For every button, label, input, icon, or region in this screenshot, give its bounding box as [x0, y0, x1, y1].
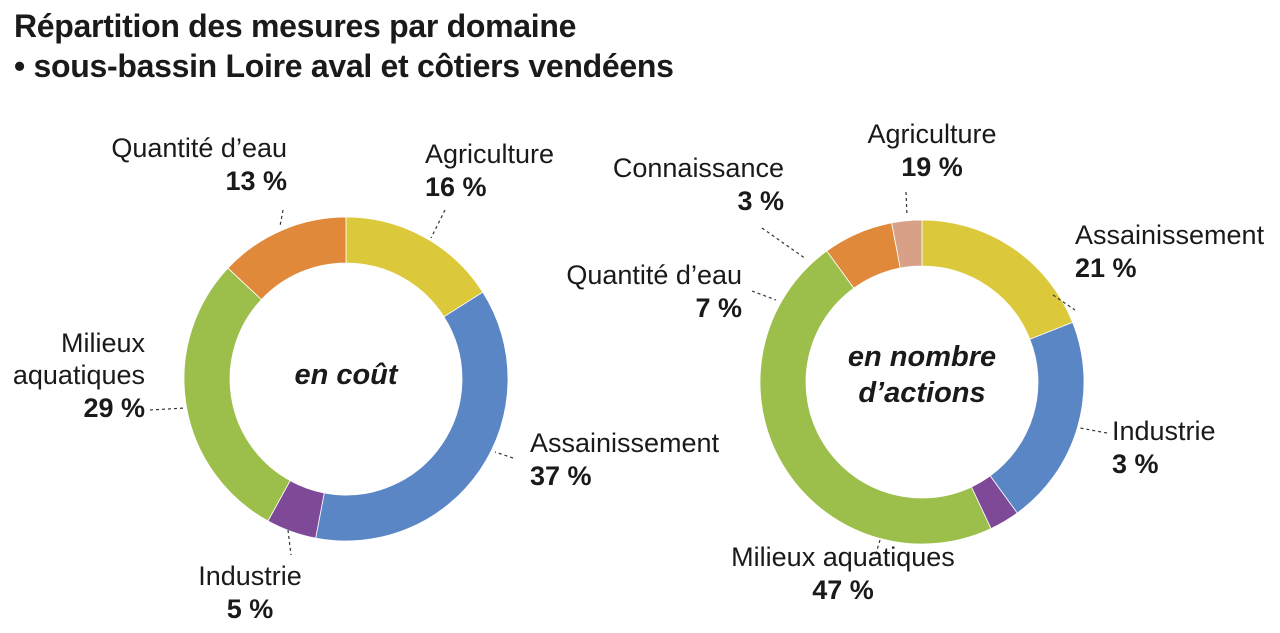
- slice-assainissement: [989, 321, 1085, 514]
- label-value-milieux: 47 %: [812, 575, 874, 605]
- label-name-agriculture: Agriculture: [425, 139, 554, 169]
- leader-line-agriculture: [430, 209, 446, 239]
- chart-title: Répartition des mesures par domaine • so…: [14, 6, 674, 86]
- leader-line-industrie: [287, 529, 292, 556]
- label-name-assainissement: Assainissement: [530, 428, 720, 458]
- title-line-2: • sous-bassin Loire aval et côtiers vend…: [14, 48, 674, 84]
- label-value-quantite: 13 %: [225, 166, 287, 196]
- slice-milieux: [183, 267, 291, 522]
- leader-line-assainissement: [494, 451, 514, 459]
- label-agriculture: Agriculture 16 %: [425, 139, 554, 202]
- label-name-quantite: Quantité d’eau: [566, 260, 742, 290]
- slice-agriculture: [345, 216, 484, 318]
- label-name-milieux: Milieux aquatiques: [731, 542, 955, 572]
- leader-line-milieux: [149, 407, 186, 411]
- label-agriculture: Agriculture 19 %: [867, 119, 996, 182]
- label-milieux: Milieux aquatiques 29 %: [13, 328, 146, 423]
- slice-milieux: [759, 250, 992, 545]
- slice-assainissement: [315, 291, 509, 542]
- label-industrie: Industrie 5 %: [198, 561, 302, 624]
- slice-agriculture: [921, 219, 1074, 340]
- donut-chart-2: en nombre d’actions Agriculture 19 % Assaini…: [566, 119, 1264, 605]
- center-label-line-1: en nombre: [848, 341, 996, 373]
- label-value-quantite: 7 %: [695, 293, 742, 323]
- label-assainissement: Assainissement 37 %: [530, 428, 720, 491]
- label-value-industrie: 5 %: [227, 594, 274, 624]
- center-label-line-2: d’actions: [858, 377, 985, 409]
- label-name-assainissement: Assainissement: [1075, 220, 1265, 250]
- label-name-industrie: Industrie: [198, 561, 302, 591]
- label-name-quantite: Quantité d’eau: [111, 133, 287, 163]
- label-name-milieux: aquatiques: [13, 360, 145, 390]
- label-value-assainissement: 21 %: [1075, 253, 1137, 283]
- label-value-agriculture: 19 %: [901, 152, 963, 182]
- label-value-assainissement: 37 %: [530, 461, 592, 491]
- slice-quantite: [227, 216, 347, 301]
- leader-line-connaissance: [761, 227, 807, 260]
- donut-chart-1: en coût Agriculture 16 % Assainissement 37 %…: [13, 133, 720, 624]
- label-name-connaissance: Connaissance: [613, 153, 784, 183]
- label-value-milieux: 29 %: [83, 393, 145, 423]
- title-line-1: Répartition des mesures par domaine: [14, 8, 577, 44]
- slice-connaissance: [891, 219, 923, 269]
- label-name-milieux: Milieux: [61, 328, 146, 358]
- leader-line-industrie: [1079, 427, 1108, 434]
- label-industrie: Industrie 3 %: [1112, 416, 1216, 479]
- leader-line-quantite: [279, 209, 284, 227]
- label-name-agriculture: Agriculture: [867, 119, 996, 149]
- label-connaissance: Connaissance 3 %: [613, 153, 784, 216]
- leader-line-quantite: [751, 290, 777, 301]
- label-name-industrie: Industrie: [1112, 416, 1216, 446]
- label-milieux: Milieux aquatiques 47 %: [731, 542, 955, 605]
- label-value-agriculture: 16 %: [425, 172, 487, 202]
- label-value-connaissance: 3 %: [737, 186, 784, 216]
- center-label-line-1: en coût: [294, 359, 398, 391]
- label-assainissement: Assainissement 21 %: [1075, 220, 1265, 283]
- label-quantite: Quantité d’eau 13 %: [111, 133, 287, 196]
- leader-line-assainissement: [1052, 294, 1076, 311]
- leader-line-agriculture: [905, 191, 908, 217]
- label-value-industrie: 3 %: [1112, 449, 1159, 479]
- label-quantite: Quantité d’eau 7 %: [566, 260, 742, 323]
